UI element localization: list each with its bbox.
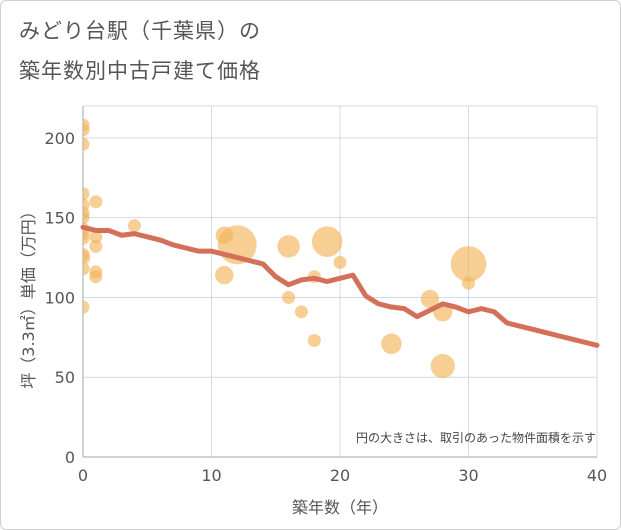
data-bubble (83, 137, 90, 151)
data-bubble (311, 226, 343, 257)
y-axis-label: 坪（3.3㎡）単価（万円） (19, 203, 38, 388)
y-tick-label: 50 (55, 368, 75, 387)
y-tick-label: 150 (44, 209, 75, 228)
y-tick-label: 200 (44, 129, 75, 148)
trend-line (80, 224, 600, 348)
chart-title-line-1: みどり台駅（千葉県）の (19, 19, 261, 43)
data-bubble (83, 231, 90, 245)
data-bubble (282, 290, 296, 304)
data-bubble (83, 300, 90, 314)
axis-ticks: 0 10 20 30 40 0 50 100 150 200 (44, 129, 607, 485)
x-tick-label: 10 (201, 466, 221, 485)
data-bubble (381, 333, 402, 355)
data-bubble (83, 262, 90, 276)
data-bubble (462, 276, 475, 290)
data-bubble (277, 235, 300, 258)
data-bubble (83, 211, 90, 225)
data-bubble (215, 265, 234, 285)
data-bubble (430, 353, 455, 379)
data-bubble (83, 123, 90, 137)
data-bubble (89, 230, 103, 244)
trend-series (80, 224, 600, 348)
chart-note: 円の大きさは、取引のあった物件面積を示す (356, 430, 596, 445)
chart-title-line-2: 築年数別中古戸建て価格 (19, 59, 261, 83)
data-bubble (89, 195, 103, 209)
data-bubble (450, 246, 487, 282)
x-axis-label: 築年数（年） (292, 498, 388, 517)
x-tick-label: 0 (78, 466, 88, 485)
grid-lines (82, 105, 598, 458)
data-bubble (420, 289, 440, 309)
data-bubble (307, 334, 321, 348)
data-bubble (127, 219, 141, 233)
data-bubble (89, 270, 103, 284)
data-bubble (294, 305, 308, 319)
data-bubble (83, 187, 90, 201)
data-bubble (89, 239, 103, 253)
x-tick-label: 40 (587, 466, 607, 485)
bubble-series (83, 118, 487, 379)
y-tick-label: 0 (65, 448, 75, 467)
data-bubble (333, 255, 347, 269)
data-bubble (83, 250, 91, 265)
x-tick-label: 20 (330, 466, 350, 485)
x-tick-label: 30 (458, 466, 478, 485)
y-tick-label: 100 (44, 288, 75, 307)
